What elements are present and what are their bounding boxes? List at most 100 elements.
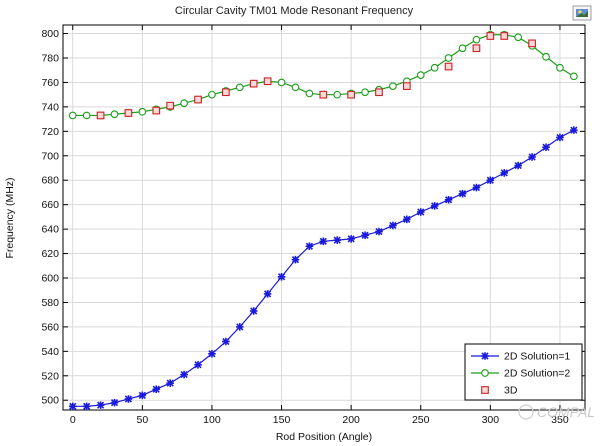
data-point-star xyxy=(486,176,495,185)
x-tick-label: 50 xyxy=(137,414,149,426)
data-point-circle xyxy=(444,54,453,62)
legend-item-2d-solution-1: 2D Solution=1 xyxy=(471,351,570,363)
data-point-star-stroke xyxy=(236,323,244,331)
y-axis-label: Frequency (MHz) xyxy=(4,177,16,258)
data-point-star-stroke xyxy=(472,183,481,192)
data-point-square xyxy=(152,106,161,115)
data-point-star-stroke xyxy=(319,237,327,245)
data-point-square xyxy=(347,90,355,99)
data-point-star-stroke xyxy=(556,133,564,142)
data-point-star-stroke xyxy=(222,337,230,346)
data-point-star-stroke xyxy=(375,227,383,236)
data-point-circle xyxy=(277,78,286,87)
data-point-star xyxy=(208,349,216,358)
x-tick-label: 150 xyxy=(273,414,291,426)
data-point-star xyxy=(319,237,328,246)
x-tick-label: 250 xyxy=(412,414,430,426)
data-point-square xyxy=(472,44,481,53)
data-point-star xyxy=(389,221,397,230)
data-point-star-stroke xyxy=(333,236,341,244)
legend-label: 2D Solution=1 xyxy=(504,351,570,363)
data-point-star xyxy=(542,143,550,152)
series-layer xyxy=(68,30,578,411)
y-tick-label: 740 xyxy=(41,101,59,113)
legend-marker xyxy=(481,386,489,394)
data-point-star-stroke xyxy=(486,176,494,184)
y-tick-label: 800 xyxy=(41,28,59,40)
data-point-circle xyxy=(291,83,300,92)
data-point-square xyxy=(249,79,258,88)
data-point-star-stroke xyxy=(431,202,439,210)
data-point-circle xyxy=(208,90,216,99)
data-point-circle xyxy=(333,90,342,99)
image-export-icon[interactable] xyxy=(572,5,592,21)
data-point-star xyxy=(458,189,467,198)
y-tick-label: 680 xyxy=(41,175,59,187)
data-point-star xyxy=(570,126,578,134)
data-point-star-stroke xyxy=(69,402,77,410)
data-point-square xyxy=(528,39,536,48)
y-tick-label: 660 xyxy=(41,199,59,211)
data-point-star-stroke xyxy=(277,273,286,281)
data-point-star-stroke xyxy=(305,242,313,250)
data-point-star xyxy=(222,337,230,346)
data-point-circle xyxy=(556,63,564,72)
data-point-square xyxy=(500,32,509,40)
data-point-star xyxy=(305,242,314,251)
data-point-square xyxy=(375,88,383,97)
data-point-circle xyxy=(305,89,314,98)
data-point-star-stroke xyxy=(514,161,522,170)
x-tick-label: 0 xyxy=(70,414,76,426)
data-point-star-stroke xyxy=(180,370,188,379)
data-point-star xyxy=(110,398,119,407)
data-point-star xyxy=(375,227,383,236)
axis-ticks: 0 50 100 150 200 250 300 350 500 520 540 560 580 600 6… xyxy=(41,25,585,426)
data-point-square xyxy=(263,77,272,86)
data-point-star xyxy=(528,153,536,161)
data-point-star xyxy=(124,395,133,403)
watermark-text: COMPAL xyxy=(537,404,595,420)
x-tick-label: 100 xyxy=(203,414,221,426)
data-point-star xyxy=(235,323,244,331)
y-tick-label: 620 xyxy=(41,248,59,260)
data-point-star xyxy=(277,272,286,281)
data-point-star-stroke xyxy=(528,153,536,161)
watermark: COMPAL xyxy=(518,404,595,420)
data-point-star-stroke xyxy=(500,169,508,177)
data-point-star-stroke xyxy=(361,231,369,239)
data-point-circle xyxy=(235,83,244,92)
data-point-star-stroke xyxy=(347,235,355,243)
data-point-square xyxy=(222,88,230,97)
chart-title: Circular Cavity TM01 Mode Resonant Frequ… xyxy=(175,5,414,17)
data-point-star xyxy=(347,235,355,243)
data-point-square xyxy=(166,101,175,110)
y-tick-label: 500 xyxy=(41,395,59,407)
y-tick-label: 780 xyxy=(41,53,59,65)
y-tick-label: 640 xyxy=(41,224,59,236)
data-point-star xyxy=(194,360,202,369)
data-point-star xyxy=(291,255,300,264)
grid xyxy=(63,25,585,410)
legend-label: 2D Solution=2 xyxy=(504,368,570,380)
data-point-circle xyxy=(389,82,397,90)
y-tick-label: 560 xyxy=(41,321,59,333)
data-point-star xyxy=(333,236,342,244)
data-point-star xyxy=(416,208,425,216)
data-point-star xyxy=(444,195,453,204)
x-axis-label: Rod Position (Angle) xyxy=(276,431,372,443)
data-point-star xyxy=(249,307,258,315)
y-tick-label: 760 xyxy=(41,77,59,89)
data-point-circle xyxy=(180,99,188,108)
data-point-star xyxy=(180,370,188,379)
legend-item-2d-solution-2: 2D Solution=2 xyxy=(471,368,570,380)
data-point-star-stroke xyxy=(403,215,411,223)
data-point-square xyxy=(194,95,202,104)
series-2d-solution-1 xyxy=(68,126,578,411)
y-tick-label: 520 xyxy=(41,370,59,382)
data-point-star-stroke xyxy=(570,126,578,134)
legend-item-3d: 3D xyxy=(481,385,518,397)
data-point-square xyxy=(444,62,453,71)
data-point-star xyxy=(403,215,411,224)
y-tick-label: 700 xyxy=(41,150,59,162)
y-tick-label: 540 xyxy=(41,346,59,358)
